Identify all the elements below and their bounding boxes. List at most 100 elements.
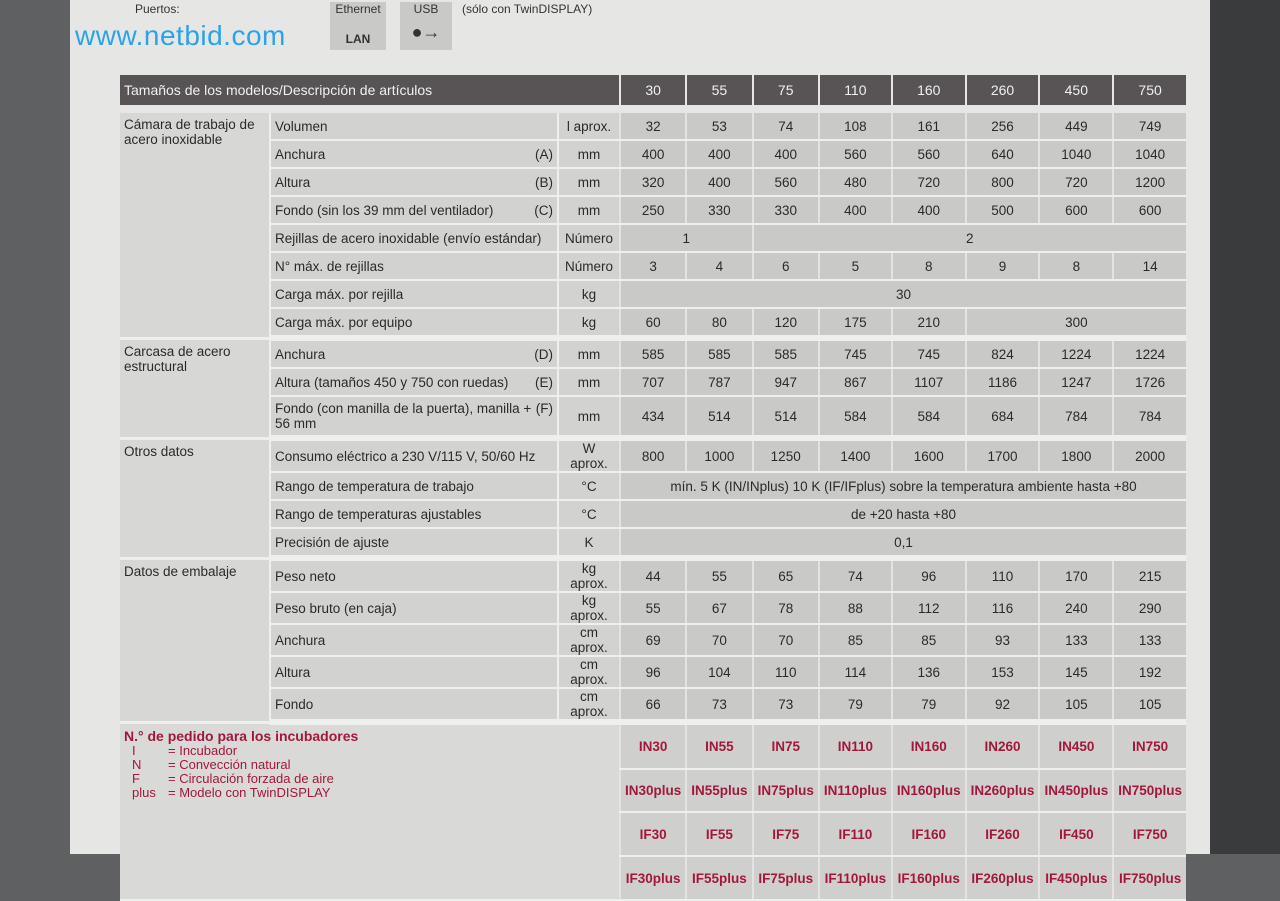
value-cell: 66 bbox=[618, 688, 687, 725]
parameter-label: Carga máx. por equipo bbox=[275, 314, 413, 330]
unit-cell: Número bbox=[557, 252, 620, 281]
legend-item: plus = Modelo con TwinDISPLAY bbox=[124, 786, 615, 800]
parameter-cell: Carga máx. por equipo bbox=[269, 308, 558, 341]
value-cell: 116 bbox=[964, 592, 1040, 625]
order-number: IN55plus bbox=[685, 768, 753, 814]
value-cell: 585 bbox=[751, 338, 819, 369]
order-number: IN75plus bbox=[751, 768, 819, 814]
parameter-cell: (F) Fondo (con manilla de la puerta), man… bbox=[269, 396, 558, 441]
table-row: Precisión de ajuste K 0,1 bbox=[120, 528, 1186, 561]
value-cell: 514 bbox=[685, 396, 753, 441]
size-header: 260 bbox=[964, 75, 1040, 113]
unit-cell: °C bbox=[557, 500, 620, 529]
order-number: IF260plus bbox=[964, 856, 1040, 901]
parameter-cell: (D) Anchura bbox=[269, 338, 558, 369]
value-cell: 8 bbox=[1038, 252, 1114, 281]
table-row: Otros datos Consumo eléctrico a 230 V/115… bbox=[120, 438, 1186, 560]
value-cell: 1040 bbox=[1038, 140, 1114, 169]
value-cell: 79 bbox=[817, 688, 892, 725]
value-cell: 1247 bbox=[1038, 368, 1114, 397]
unit-cell: kg aprox. bbox=[557, 558, 620, 593]
unit-cell: mm bbox=[557, 140, 620, 169]
parameter-label: Altura bbox=[275, 664, 311, 680]
value-cell: 3 bbox=[618, 252, 687, 281]
order-number: IF55plus bbox=[685, 856, 753, 901]
value-cell: 210 bbox=[890, 308, 966, 341]
value-cell: 787 bbox=[685, 368, 753, 397]
value-cell: 136 bbox=[890, 656, 966, 689]
order-number: IF110plus bbox=[817, 856, 892, 901]
parameter-cell: Anchura bbox=[269, 624, 558, 657]
value-cell: 2000 bbox=[1112, 438, 1186, 473]
value-cell: 120 bbox=[751, 308, 819, 341]
order-number: IF30 bbox=[618, 812, 687, 858]
value-cell: 70 bbox=[685, 624, 753, 657]
parameter-cell: Carga máx. por rejilla bbox=[269, 280, 558, 309]
parameter-label: Rango de temperaturas ajustables bbox=[275, 506, 482, 522]
header-row: Tamaños de los modelos/Descripción de ar… bbox=[120, 75, 1186, 113]
unit-cell: cm aprox. bbox=[557, 656, 620, 689]
value-cell: 684 bbox=[964, 396, 1040, 441]
order-number: IN160plus bbox=[890, 768, 966, 814]
value-cell: 74 bbox=[751, 109, 819, 141]
table-row: (B) Altura mm 320 400 560 480 720 800 720 1200 bbox=[120, 168, 1186, 197]
order-row: N.° de pedido para los incubadores I = Inc… bbox=[120, 722, 1186, 901]
value-cell: 96 bbox=[618, 656, 687, 689]
value-cell: 800 bbox=[964, 168, 1040, 197]
size-header: 110 bbox=[817, 75, 892, 113]
legend-value: = Convección natural bbox=[168, 757, 291, 772]
value-cell: 600 bbox=[1112, 196, 1186, 225]
table-row: Cámara de trabajo de acero inoxidable Vol… bbox=[120, 109, 1186, 340]
value-cell: 80 bbox=[685, 308, 753, 341]
value-cell: 707 bbox=[618, 368, 687, 397]
value-cell: 215 bbox=[1112, 558, 1186, 593]
order-legend: N.° de pedido para los incubadores I = Inc… bbox=[120, 722, 620, 901]
parameter-cell: Peso neto bbox=[269, 558, 558, 593]
value-cell: 300 bbox=[964, 308, 1186, 341]
parameter-cell: Altura bbox=[269, 656, 558, 689]
parameter-label: Altura (tamaños 450 y 750 con ruedas) bbox=[275, 374, 509, 390]
order-number: IF450 bbox=[1038, 812, 1114, 858]
table-title: Tamaños de los modelos/Descripción de ar… bbox=[120, 75, 620, 113]
value-cell: 600 bbox=[1038, 196, 1114, 225]
value-cell: 112 bbox=[890, 592, 966, 625]
order-number: IF75 bbox=[751, 812, 819, 858]
table-row: (A) Anchura mm 400 400 400 560 560 640 1040 1040 bbox=[120, 140, 1186, 169]
value-cell: mín. 5 K (IN/INplus) 10 K (IF/IFplus) so… bbox=[619, 472, 1186, 501]
order-number: IF75plus bbox=[751, 856, 819, 901]
legend-key: plus bbox=[132, 785, 156, 800]
value-cell: 30 bbox=[619, 280, 1186, 309]
dimension-letter: (B) bbox=[535, 174, 553, 190]
lan-label: LAN bbox=[345, 32, 371, 46]
order-number: IN160 bbox=[890, 722, 966, 770]
value-cell: 133 bbox=[1038, 624, 1114, 657]
value-cell: 79 bbox=[890, 688, 966, 725]
value-cell: 1186 bbox=[964, 368, 1040, 397]
order-row: IN30plus IN55plus IN75plus IN110plus IN160pl… bbox=[120, 768, 1186, 814]
unit-cell: cm aprox. bbox=[557, 688, 620, 725]
value-cell: 947 bbox=[751, 368, 819, 397]
unit-cell: °C bbox=[557, 472, 620, 501]
parameter-label: Anchura bbox=[275, 146, 326, 162]
value-cell: 60 bbox=[618, 308, 687, 341]
ports-label: Puertos: bbox=[135, 2, 180, 16]
usb-port-icon: USB ●→ bbox=[400, 2, 452, 50]
order-number: IF750 bbox=[1112, 812, 1186, 858]
legend-key: F bbox=[132, 771, 140, 786]
order-number: IN110 bbox=[817, 722, 892, 770]
parameter-cell: (B) Altura bbox=[269, 168, 558, 197]
value-cell: 9 bbox=[964, 252, 1040, 281]
parameter-label: Precisión de ajuste bbox=[275, 534, 390, 550]
parameter-label: Consumo eléctrico a 230 V/115 V, 50/60 H… bbox=[275, 448, 536, 464]
table-row: Fondo cm aprox. 66 73 73 79 79 92 105 105 bbox=[120, 688, 1186, 725]
value-cell: 400 bbox=[890, 196, 966, 225]
value-cell: 69 bbox=[618, 624, 687, 657]
watermark: www.netbid.com bbox=[75, 20, 286, 51]
legend-item: N = Convección natural bbox=[124, 758, 615, 772]
value-cell: 784 bbox=[1112, 396, 1186, 441]
parameter-label: Volumen bbox=[275, 118, 328, 134]
value-cell: 78 bbox=[751, 592, 819, 625]
unit-cell: Número bbox=[557, 224, 620, 253]
order-number: IF450plus bbox=[1038, 856, 1114, 901]
value-cell: 93 bbox=[964, 624, 1040, 657]
